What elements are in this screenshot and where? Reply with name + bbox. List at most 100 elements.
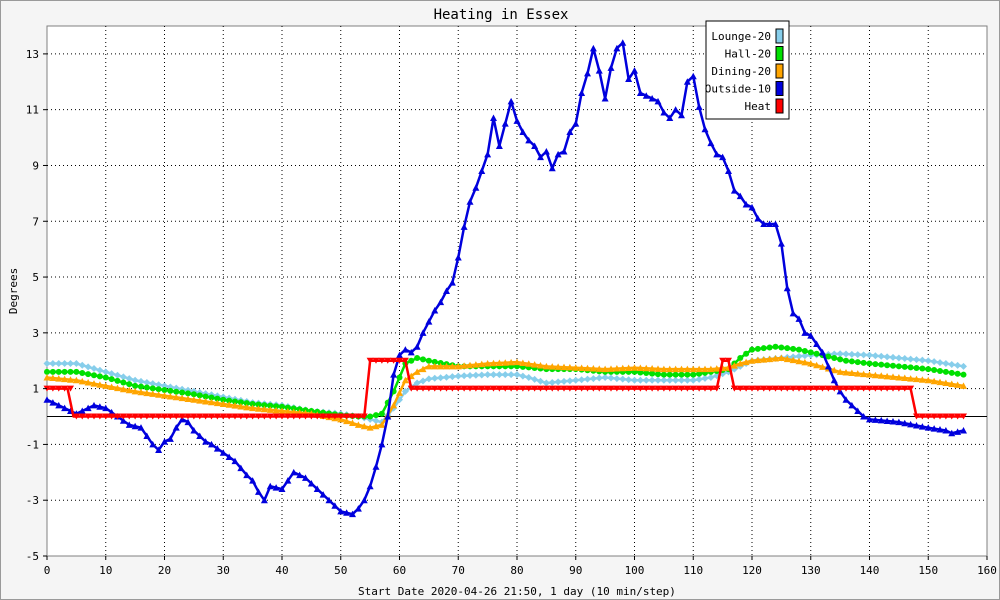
data-point-heat xyxy=(108,413,116,420)
data-point-dining-20 xyxy=(425,362,433,370)
data-point-lounge-20 xyxy=(636,376,644,384)
data-point-hall-20 xyxy=(96,373,103,380)
x-tick-label: 10 xyxy=(99,564,112,577)
data-point-hall-20 xyxy=(367,413,374,420)
data-point-hall-20 xyxy=(907,364,914,371)
data-point-hall-20 xyxy=(85,371,92,378)
data-point-hall-20 xyxy=(942,368,949,375)
data-point-hall-20 xyxy=(655,371,661,378)
data-point-dining-20 xyxy=(948,380,956,387)
data-point-outside-10 xyxy=(578,89,586,96)
data-point-outside-10 xyxy=(208,440,215,448)
data-point-heat xyxy=(278,413,286,420)
legend-label-hall-20: Hall-20 xyxy=(725,48,771,61)
data-point-heat xyxy=(102,413,110,420)
data-point-lounge-20 xyxy=(401,387,409,395)
data-point-heat xyxy=(754,385,762,392)
legend-label-dining-20: Dining-20 xyxy=(711,65,771,78)
data-point-hall-20 xyxy=(143,384,150,391)
data-point-lounge-20 xyxy=(866,351,873,359)
data-point-outside-10 xyxy=(789,309,797,317)
data-point-outside-10 xyxy=(260,496,268,504)
data-point-outside-10 xyxy=(871,416,879,423)
data-point-heat xyxy=(719,357,727,364)
chart-title: Heating in Essex xyxy=(434,7,569,23)
data-point-outside-10 xyxy=(736,192,744,200)
data-point-lounge-20 xyxy=(554,378,562,386)
data-point-lounge-20 xyxy=(801,352,809,360)
data-point-dining-20 xyxy=(396,389,403,396)
data-point-outside-10 xyxy=(813,340,821,347)
data-point-heat xyxy=(307,413,315,420)
y-tick-label: -3 xyxy=(26,494,39,507)
data-point-hall-20 xyxy=(173,388,180,395)
data-point-dining-20 xyxy=(907,375,915,382)
data-point-heat xyxy=(725,357,732,364)
data-point-hall-20 xyxy=(91,372,97,379)
data-point-heat xyxy=(901,385,909,392)
data-point-hall-20 xyxy=(114,377,121,384)
data-point-dining-20 xyxy=(161,392,168,399)
data-point-hall-20 xyxy=(55,368,62,375)
data-point-dining-20 xyxy=(736,360,744,367)
data-point-dining-20 xyxy=(366,424,374,431)
data-point-heat xyxy=(225,413,233,420)
data-point-outside-10 xyxy=(155,446,163,453)
data-point-lounge-20 xyxy=(960,362,967,370)
data-point-dining-20 xyxy=(213,399,221,407)
data-point-dining-20 xyxy=(689,365,697,373)
data-point-hall-20 xyxy=(754,345,761,352)
data-point-outside-10 xyxy=(507,97,515,105)
data-point-dining-20 xyxy=(842,368,850,376)
data-point-dining-20 xyxy=(507,358,515,366)
data-point-outside-10 xyxy=(513,117,521,124)
data-point-heat xyxy=(730,385,738,392)
data-point-outside-10 xyxy=(866,415,873,423)
data-point-heat xyxy=(678,385,685,392)
data-point-outside-10 xyxy=(678,111,685,119)
data-point-dining-20 xyxy=(830,366,838,374)
data-point-lounge-20 xyxy=(930,358,938,366)
data-point-outside-10 xyxy=(366,482,374,490)
data-point-hall-20 xyxy=(431,358,438,365)
data-point-hall-20 xyxy=(220,396,227,403)
data-point-outside-10 xyxy=(807,332,815,339)
data-point-dining-20 xyxy=(196,397,204,404)
data-point-heat xyxy=(437,385,445,392)
data-point-lounge-20 xyxy=(466,372,474,380)
data-point-dining-20 xyxy=(413,368,421,375)
series-group xyxy=(43,39,967,518)
data-point-outside-10 xyxy=(601,95,609,102)
data-point-hall-20 xyxy=(649,370,656,377)
data-point-lounge-20 xyxy=(454,372,462,380)
data-point-hall-20 xyxy=(414,354,421,361)
data-point-outside-10 xyxy=(443,287,450,294)
data-point-lounge-20 xyxy=(413,379,421,387)
data-point-heat xyxy=(260,413,268,420)
data-point-outside-10 xyxy=(537,153,544,161)
data-point-outside-10 xyxy=(924,424,932,431)
data-point-heat xyxy=(836,385,844,392)
data-point-hall-20 xyxy=(684,371,691,378)
data-point-outside-10 xyxy=(119,417,127,424)
data-point-outside-10 xyxy=(55,401,63,409)
data-point-heat xyxy=(607,385,615,392)
data-point-hall-20 xyxy=(161,387,168,394)
data-point-hall-20 xyxy=(807,349,814,356)
data-point-outside-10 xyxy=(901,419,909,427)
data-point-outside-10 xyxy=(701,125,709,133)
data-point-lounge-20 xyxy=(155,381,163,389)
data-point-heat xyxy=(507,385,515,392)
data-point-heat xyxy=(777,385,785,392)
data-point-lounge-20 xyxy=(924,357,932,365)
data-point-heat xyxy=(760,385,768,392)
data-point-hall-20 xyxy=(954,370,961,377)
data-point-outside-10 xyxy=(372,463,380,470)
data-point-outside-10 xyxy=(278,485,286,493)
data-point-heat xyxy=(425,385,433,392)
data-point-lounge-20 xyxy=(942,360,950,368)
data-point-heat xyxy=(114,413,121,420)
data-point-heat xyxy=(484,385,492,392)
data-point-heat xyxy=(272,413,280,420)
data-point-outside-10 xyxy=(172,424,180,431)
